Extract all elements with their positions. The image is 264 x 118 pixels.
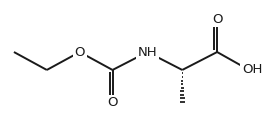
Text: NH: NH	[138, 46, 157, 59]
Text: O: O	[212, 13, 222, 26]
Text: O: O	[74, 46, 85, 59]
Text: OH: OH	[242, 63, 262, 76]
Text: O: O	[107, 96, 118, 109]
